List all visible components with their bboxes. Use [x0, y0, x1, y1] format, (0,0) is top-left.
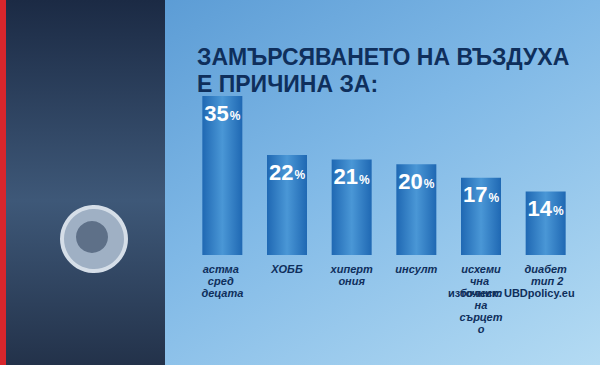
svg-text:%: %: [424, 177, 435, 191]
svg-text:ХОББ: ХОББ: [270, 263, 303, 275]
svg-text:децата: децата: [201, 287, 243, 299]
svg-text:22: 22: [269, 160, 293, 185]
svg-text:%: %: [553, 204, 564, 218]
svg-text:ЗАМЪРСЯВАНЕТО НА ВЪЗДУХА: ЗАМЪРСЯВАНЕТО НА ВЪЗДУХА: [197, 44, 569, 70]
svg-text:сърцет: сърцет: [460, 311, 503, 323]
svg-text:диабет: диабет: [524, 263, 567, 275]
svg-text:източник: UBDpolicy.eu: източник: UBDpolicy.eu: [448, 287, 575, 299]
svg-text:17: 17: [463, 182, 487, 207]
svg-text:%: %: [230, 109, 241, 123]
svg-text:о: о: [478, 323, 485, 335]
svg-text:%: %: [488, 191, 499, 205]
svg-text:чна: чна: [470, 275, 492, 287]
svg-text:хиперт: хиперт: [330, 263, 373, 275]
svg-text:20: 20: [398, 169, 422, 194]
svg-text:%: %: [359, 173, 370, 187]
svg-text:астма: астма: [203, 263, 242, 275]
svg-text:ония: ония: [338, 275, 365, 287]
svg-text:инсулт: инсулт: [395, 263, 437, 275]
svg-text:на: на: [472, 299, 491, 311]
svg-text:болест: болест: [460, 287, 503, 299]
svg-text:Е ПРИЧИНА ЗА:: Е ПРИЧИНА ЗА:: [197, 71, 378, 97]
svg-text:35: 35: [204, 101, 228, 126]
svg-text:%: %: [294, 168, 305, 182]
svg-text:тип 2: тип 2: [528, 275, 563, 287]
svg-text:14: 14: [528, 196, 553, 221]
svg-text:сред: сред: [208, 275, 237, 287]
svg-text:21: 21: [334, 164, 358, 189]
svg-text:исхеми: исхеми: [461, 263, 501, 275]
